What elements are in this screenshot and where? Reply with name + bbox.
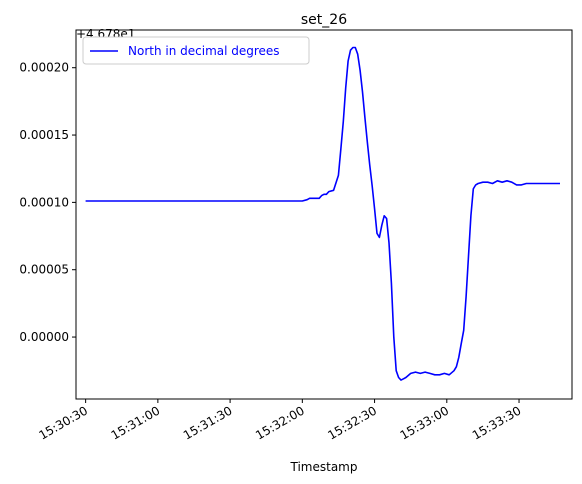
series-line [85,46,560,381]
x-axis-label: Timestamp [290,460,358,474]
legend-box [82,36,310,65]
legend-label: North in decimal degrees [128,44,280,58]
plot-frame [75,29,573,400]
y-axis-ticks: 0.00000 0.00005 0.00010 0.00015 0.00020 [19,61,76,344]
y-tick-label: 0.00005 [19,263,69,277]
y-tick-label: 0.00010 [19,195,69,209]
legend: North in decimal degrees [82,36,310,65]
y-tick-label: 0.00020 [19,61,69,75]
y-tick-label: 0.00015 [19,128,69,142]
y-tick-label: 0.00000 [19,330,69,344]
chart-title: set_26 [301,12,347,28]
series-layer [85,46,560,381]
